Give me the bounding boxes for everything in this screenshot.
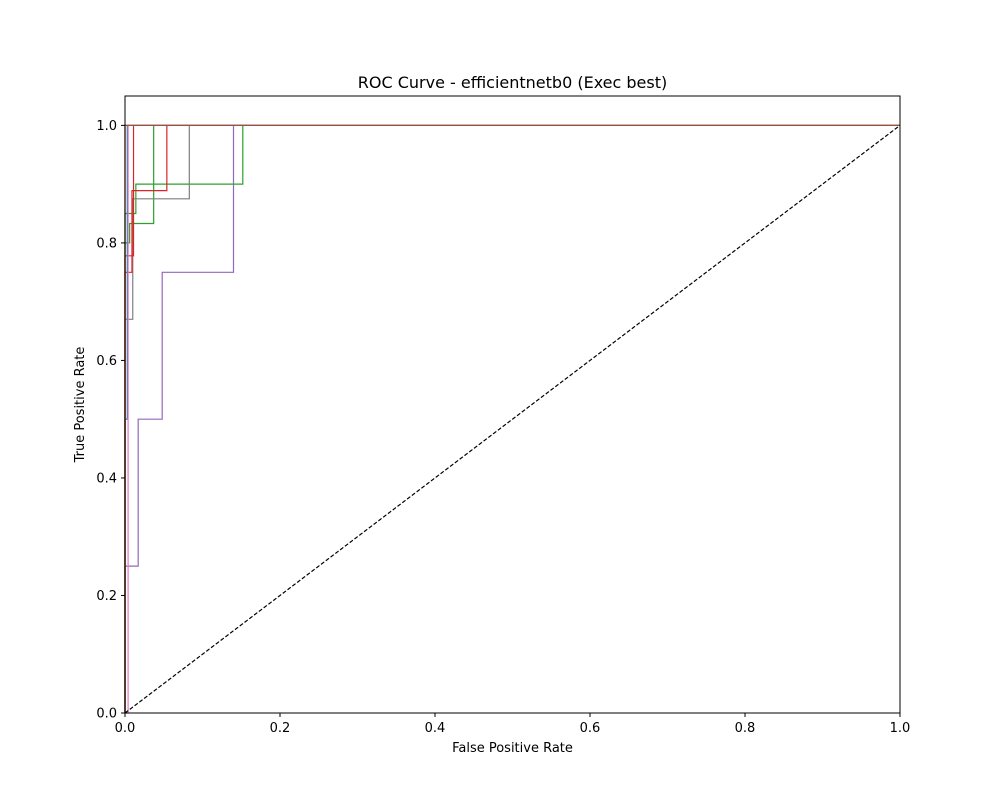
roc-series-line-1 — [124, 124, 900, 713]
y-tick-label-5: 1.0 — [96, 119, 117, 134]
chance-diagonal-line — [124, 124, 901, 714]
y-tick-label-4: 0.8 — [96, 236, 117, 251]
plot-area — [124, 95, 901, 714]
x-tick-label-0: 0.0 — [115, 721, 136, 736]
x-tick-label-5: 1.0 — [890, 721, 911, 736]
x-tick-label-4: 0.8 — [735, 721, 756, 736]
x-axis-label: False Positive Rate — [452, 741, 573, 756]
y-tick-label-3: 0.6 — [96, 354, 117, 369]
y-tick-label-1: 0.2 — [96, 589, 117, 604]
x-tick-label-3: 0.6 — [580, 721, 601, 736]
plot-background — [125, 96, 900, 713]
plot-frame — [124, 95, 901, 714]
y-axis: 0.0 0.2 0.4 0.6 0.8 1.0 — [96, 119, 125, 722]
y-tick-label-2: 0.4 — [96, 471, 117, 486]
chart-title: ROC Curve - efficientnetb0 (Exec best) — [358, 73, 668, 92]
x-tick-label-2: 0.4 — [425, 721, 446, 736]
x-axis: 0.0 0.2 0.4 0.6 0.8 1.0 — [115, 713, 911, 736]
y-axis-label: True Positive Rate — [73, 347, 88, 464]
x-tick-label-1: 0.2 — [270, 721, 291, 736]
y-tick-label-0: 0.0 — [96, 707, 117, 722]
